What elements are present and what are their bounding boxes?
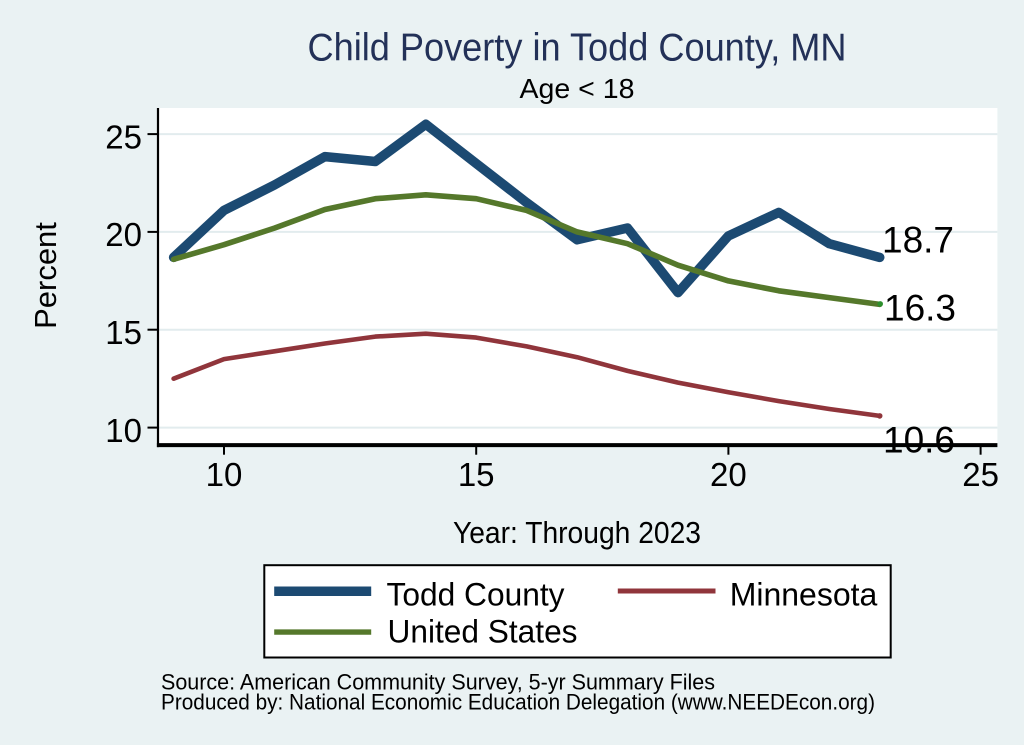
svg-text:16.3: 16.3: [884, 288, 956, 329]
svg-text:15: 15: [105, 314, 142, 351]
svg-text:United States: United States: [388, 614, 578, 650]
svg-text:Age < 18: Age < 18: [520, 73, 635, 104]
svg-text:Percent: Percent: [28, 222, 63, 329]
svg-text:10: 10: [206, 456, 243, 493]
svg-text:25: 25: [105, 118, 142, 155]
svg-text:25: 25: [962, 456, 999, 493]
svg-text:20: 20: [710, 456, 747, 493]
svg-text:Minnesota: Minnesota: [730, 577, 878, 613]
svg-text:Todd County: Todd County: [387, 577, 565, 613]
svg-text:Child Poverty in Todd County,: Child Poverty in Todd County, MN: [308, 27, 847, 70]
svg-text:Year: Through 2023: Year: Through 2023: [453, 515, 701, 550]
svg-text:Produced by: National Economic: Produced by: National Economic Education…: [161, 689, 875, 714]
svg-text:20: 20: [105, 216, 142, 253]
svg-text:Source: American Community Sur: Source: American Community Survey, 5-yr …: [161, 669, 715, 694]
svg-text:10.6: 10.6: [883, 419, 955, 460]
svg-text:15: 15: [458, 456, 495, 493]
svg-text:18.7: 18.7: [882, 220, 954, 261]
svg-text:10: 10: [105, 412, 142, 449]
